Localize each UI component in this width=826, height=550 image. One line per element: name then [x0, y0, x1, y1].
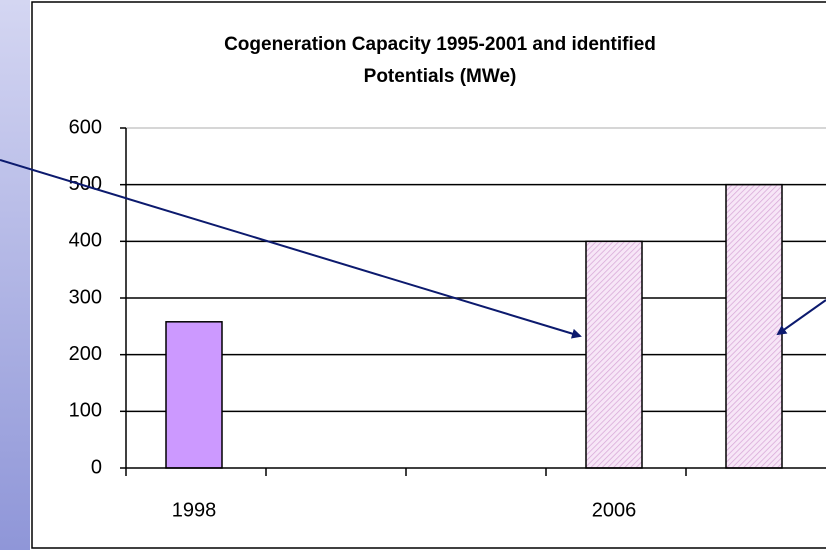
x-tick-label: 2006	[592, 499, 637, 521]
y-tick-label: 200	[69, 343, 102, 365]
arrow	[776, 299, 826, 336]
y-tick-label: 400	[69, 230, 102, 252]
side-band	[0, 0, 30, 550]
y-tick-label: 300	[69, 286, 102, 308]
chart-title: Cogeneration Capacity 1995-2001 and iden…	[224, 34, 656, 55]
arrow	[0, 159, 582, 339]
y-tick-label: 600	[69, 116, 102, 138]
y-tick-label: 500	[69, 173, 102, 195]
bar	[585, 240, 643, 469]
bar	[165, 321, 223, 469]
y-tick-label: 0	[91, 456, 102, 478]
panel	[30, 0, 826, 550]
chart-title: Potentials (MWe)	[364, 66, 517, 87]
bar	[725, 183, 783, 469]
x-tick-label: 1998	[172, 499, 217, 521]
y-tick-label: 100	[69, 400, 102, 422]
panel-border	[31, 1, 826, 549]
